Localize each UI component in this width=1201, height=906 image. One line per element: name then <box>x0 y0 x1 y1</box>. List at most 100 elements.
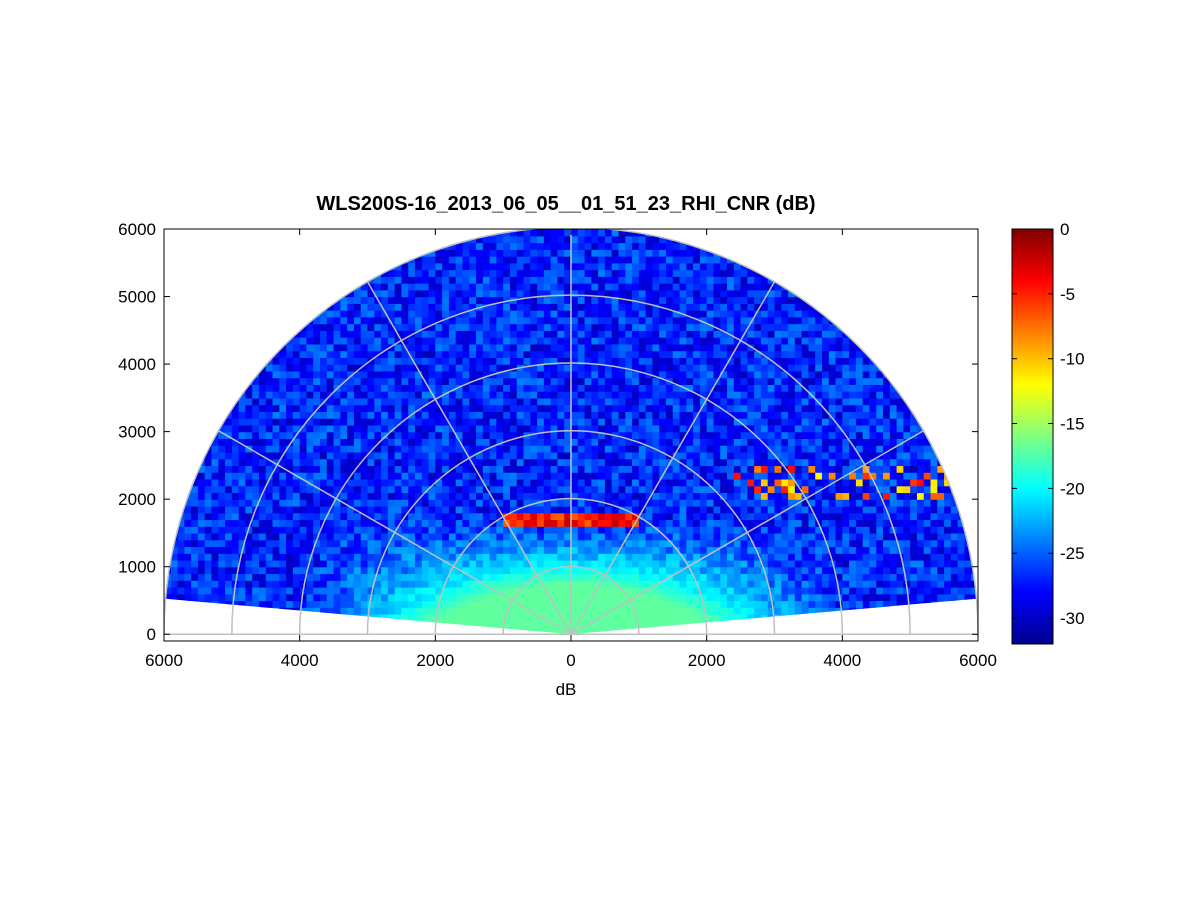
heatmap-cell-2609 <box>191 478 199 487</box>
heatmap-cell-3028 <box>754 458 762 467</box>
heatmap-cell-4340 <box>537 370 545 379</box>
heatmap-cell-2235 <box>767 505 776 514</box>
heatmap-cell-4168 <box>672 384 681 392</box>
heatmap-cell-4166 <box>659 384 667 392</box>
heatmap-cell-2890 <box>571 465 579 473</box>
heatmap-cell-793 <box>659 586 667 595</box>
heatmap-cell-1010 <box>503 573 511 581</box>
heatmap-cell-4325 <box>435 370 443 379</box>
heatmap-cell-1332 <box>245 553 253 561</box>
heatmap-cell-1968 <box>537 519 545 527</box>
heatmap-cell-3008 <box>618 458 626 467</box>
heatmap-cell-2278 <box>272 499 280 507</box>
heatmap-cell-1862 <box>618 526 626 534</box>
heatmap-cell-4460 <box>720 364 728 372</box>
heatmap-cell-4481 <box>862 364 871 372</box>
heatmap-cell-4708 <box>557 343 565 352</box>
heatmap-cell-2624 <box>292 478 301 487</box>
heatmap-cell-3039 <box>828 458 837 467</box>
heatmap-cell-3228 <box>625 445 633 453</box>
heatmap-cell-4662 <box>849 350 857 358</box>
heatmap-cell-4732 <box>720 343 728 352</box>
heatmap-cell-325 <box>740 613 748 622</box>
heatmap-cell-1501 <box>577 546 586 554</box>
heatmap-cell-3865 <box>652 404 660 412</box>
heatmap-cell-1542 <box>855 546 864 554</box>
heatmap-cell-1494 <box>530 546 538 554</box>
heatmap-cell-1979 <box>611 519 620 527</box>
heatmap-cell-548 <box>625 600 633 608</box>
heatmap-cell-4634 <box>659 350 667 358</box>
heatmap-cell-2227 <box>713 505 721 514</box>
heatmap-cell-3443 <box>625 431 633 439</box>
heatmap-cell-660 <box>571 593 579 602</box>
heatmap-cell-4431 <box>523 364 531 372</box>
heatmap-cell-2641 <box>408 478 416 487</box>
heatmap-cell-1056 <box>815 573 823 581</box>
heatmap-cell-2254 <box>896 505 904 514</box>
heatmap-cell-518 <box>421 600 430 608</box>
heatmap-cell-874 <box>394 580 403 588</box>
heatmap-cell-3989 <box>808 397 816 406</box>
heatmap-cell-1529 <box>767 546 776 554</box>
heatmap-cell-4654 <box>794 350 803 358</box>
heatmap-cell-3784 <box>801 411 810 419</box>
heatmap-cell-4182 <box>767 384 776 392</box>
heatmap-cell-2865 <box>401 465 409 473</box>
heatmap-cell-957 <box>957 580 966 588</box>
heatmap-cell-929 <box>767 580 776 588</box>
heatmap-cell-1760 <box>727 532 735 541</box>
heatmap-cell-1888 <box>794 526 803 534</box>
heatmap-cell-610 <box>231 593 240 602</box>
heatmap-cell-3889 <box>815 404 823 412</box>
heatmap-cell-4123 <box>367 384 375 392</box>
heatmap-cell-1754 <box>686 532 694 541</box>
heatmap-cell-2862 <box>381 465 389 473</box>
heatmap-cell-3807 <box>258 404 267 412</box>
heatmap-cell-4124 <box>374 384 382 392</box>
heatmap-cell-2827 <box>903 472 911 480</box>
heatmap-cell-1452 <box>245 546 253 554</box>
heatmap-cell-3387 <box>245 431 253 439</box>
heatmap-cell-4940 <box>401 323 409 331</box>
heatmap-cell-4094 <box>842 391 850 399</box>
heatmap-cell-1351 <box>374 553 382 561</box>
heatmap-cell-1929 <box>272 519 280 527</box>
heatmap-cell-2683 <box>693 478 701 487</box>
heatmap-cell-2461 <box>733 492 742 500</box>
heatmap-cell-4312 <box>347 370 355 379</box>
heatmap-cell-1644 <box>740 539 748 548</box>
heatmap-cell-4389 <box>869 370 877 379</box>
heatmap-cell-3635 <box>496 418 504 426</box>
heatmap-cell-3148 <box>821 451 830 460</box>
heatmap-cell-2319 <box>550 499 559 507</box>
heatmap-cell-3466 <box>781 431 789 439</box>
heatmap-cell-2803 <box>740 472 748 480</box>
heatmap-cell-3101 <box>503 451 511 460</box>
heatmap-cell-3912 <box>286 397 294 406</box>
heatmap-cell-4480 <box>855 364 864 372</box>
heatmap-cell-3237 <box>686 445 694 453</box>
heatmap-cell-4240 <box>503 377 511 385</box>
heatmap-cell-1081 <box>170 566 179 575</box>
heatmap-cell-4023 <box>360 391 369 399</box>
heatmap-cell-1345 <box>333 553 341 561</box>
heatmap-cell-1545 <box>876 546 884 554</box>
heatmap-cell-1379 <box>564 553 572 561</box>
heatmap-cell-3321 <box>523 438 531 446</box>
heatmap-cell-2921 <box>781 465 789 473</box>
heatmap-cell-1643 <box>733 539 742 548</box>
heatmap-cell-2666 <box>577 478 586 487</box>
heatmap-cell-1207 <box>211 559 219 568</box>
heatmap-cell-776 <box>543 586 552 595</box>
heatmap-cell-2808 <box>774 472 782 480</box>
heatmap-cell-3480 <box>876 431 884 439</box>
heatmap-cell-4061 <box>618 391 626 399</box>
heatmap-cell-3486 <box>916 431 925 439</box>
heatmap-cell-169 <box>496 620 504 629</box>
heatmap-cell-1845 <box>503 526 511 534</box>
heatmap-cell-2069 <box>428 512 436 521</box>
heatmap-cell-1744 <box>618 532 626 541</box>
heatmap-cell-2874 <box>462 465 470 473</box>
heatmap-cell-3264 <box>869 445 877 453</box>
